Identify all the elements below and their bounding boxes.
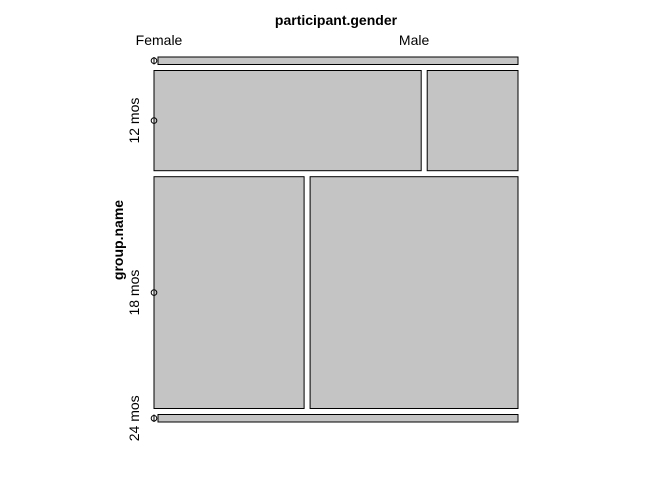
row-label: 24 mos <box>126 395 142 441</box>
tile-12-mos-female <box>153 70 422 172</box>
zero-cell-marker <box>150 57 158 65</box>
tile-24-mos-male <box>157 414 519 423</box>
tile-row0-male <box>157 56 519 65</box>
tile-18-mos-male <box>309 176 519 409</box>
row-marker <box>150 289 158 296</box>
zero-cell-marker <box>150 415 158 422</box>
column-label-male: Male <box>399 32 430 48</box>
tile-18-mos-female <box>153 176 305 409</box>
mosaic-tiles <box>150 56 519 423</box>
chart-title: participant.gender <box>275 12 398 28</box>
row-marker <box>150 117 158 124</box>
column-label-female: Female <box>136 32 183 48</box>
column-labels: Female Male <box>136 32 430 48</box>
row-label: 12 mos <box>126 98 142 144</box>
row-labels: 12 mos 18 mos 24 mos <box>126 98 142 442</box>
y-axis-title: group.name <box>110 200 126 280</box>
tile-12-mos-male <box>426 70 519 172</box>
row-label: 18 mos <box>126 270 142 316</box>
